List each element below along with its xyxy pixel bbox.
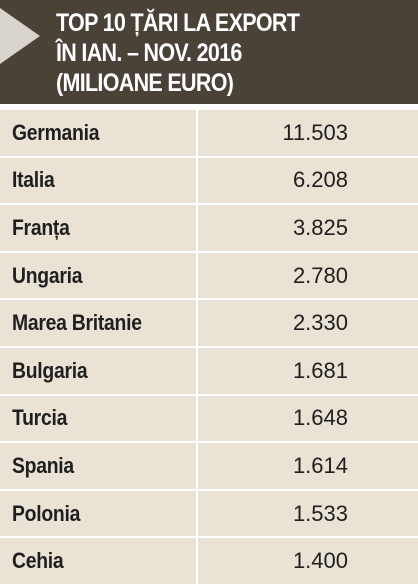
- country-name: Marea Britanie: [12, 310, 142, 336]
- table-row: Spania 1.614: [0, 443, 418, 489]
- column-divider: [196, 538, 198, 584]
- export-value: 1.681: [292, 357, 348, 383]
- country-name: Polonia: [12, 500, 81, 526]
- country-name: Bulgaria: [12, 357, 88, 383]
- export-value: 1.533: [292, 500, 348, 526]
- title-line: TOP 10 ȚĂRI LA EXPORT: [56, 9, 300, 37]
- export-value: 11.503: [282, 119, 348, 145]
- export-value: 1.400: [292, 548, 348, 574]
- export-value: 1.614: [292, 452, 348, 478]
- column-divider: [196, 252, 198, 299]
- table-row: Franța 3.825: [0, 205, 418, 251]
- table: Germania 11.503 Italia 6.208 Franța 3.825 Unga…: [0, 110, 418, 586]
- country-name: Italia: [12, 167, 55, 193]
- column-divider: [196, 157, 198, 204]
- title: TOP 10 ȚĂRI LA EXPORT ÎN IAN. – NOV. 2016…: [56, 8, 300, 98]
- header: TOP 10 ȚĂRI LA EXPORT ÎN IAN. – NOV. 2016…: [0, 0, 418, 104]
- table-row: Turcia 1.648: [0, 395, 418, 442]
- table-row: Polonia 1.533: [0, 490, 418, 537]
- column-divider: [196, 443, 198, 489]
- export-value: 1.648: [292, 405, 348, 431]
- export-value: 2.330: [292, 310, 348, 336]
- title-line: (MILIOANE EURO): [56, 69, 234, 97]
- country-name: Germania: [12, 119, 100, 145]
- column-divider: [196, 300, 198, 346]
- export-value: 3.825: [292, 214, 348, 240]
- table-row: Bulgaria 1.681: [0, 347, 418, 394]
- export-value: 6.208: [292, 167, 348, 193]
- table-row: Germania 11.503: [0, 110, 418, 156]
- country-name: Cehia: [12, 548, 64, 574]
- country-name: Franța: [12, 214, 70, 240]
- table-row: Italia 6.208: [0, 157, 418, 204]
- column-divider: [196, 205, 198, 251]
- table-row: Cehia 1.400: [0, 538, 418, 584]
- table-row: Marea Britanie 2.330: [0, 300, 418, 346]
- country-name: Spania: [12, 452, 74, 478]
- country-name: Ungaria: [12, 262, 83, 288]
- column-divider: [196, 490, 198, 537]
- export-value: 2.780: [292, 262, 348, 288]
- country-name: Turcia: [12, 405, 68, 431]
- table-row: Ungaria 2.780: [0, 252, 418, 299]
- column-divider: [196, 347, 198, 394]
- column-divider: [196, 110, 198, 156]
- title-line: ÎN IAN. – NOV. 2016: [56, 39, 242, 67]
- arrow-shape: [0, 8, 40, 64]
- arrow-icon: [0, 8, 40, 64]
- column-divider: [196, 395, 198, 442]
